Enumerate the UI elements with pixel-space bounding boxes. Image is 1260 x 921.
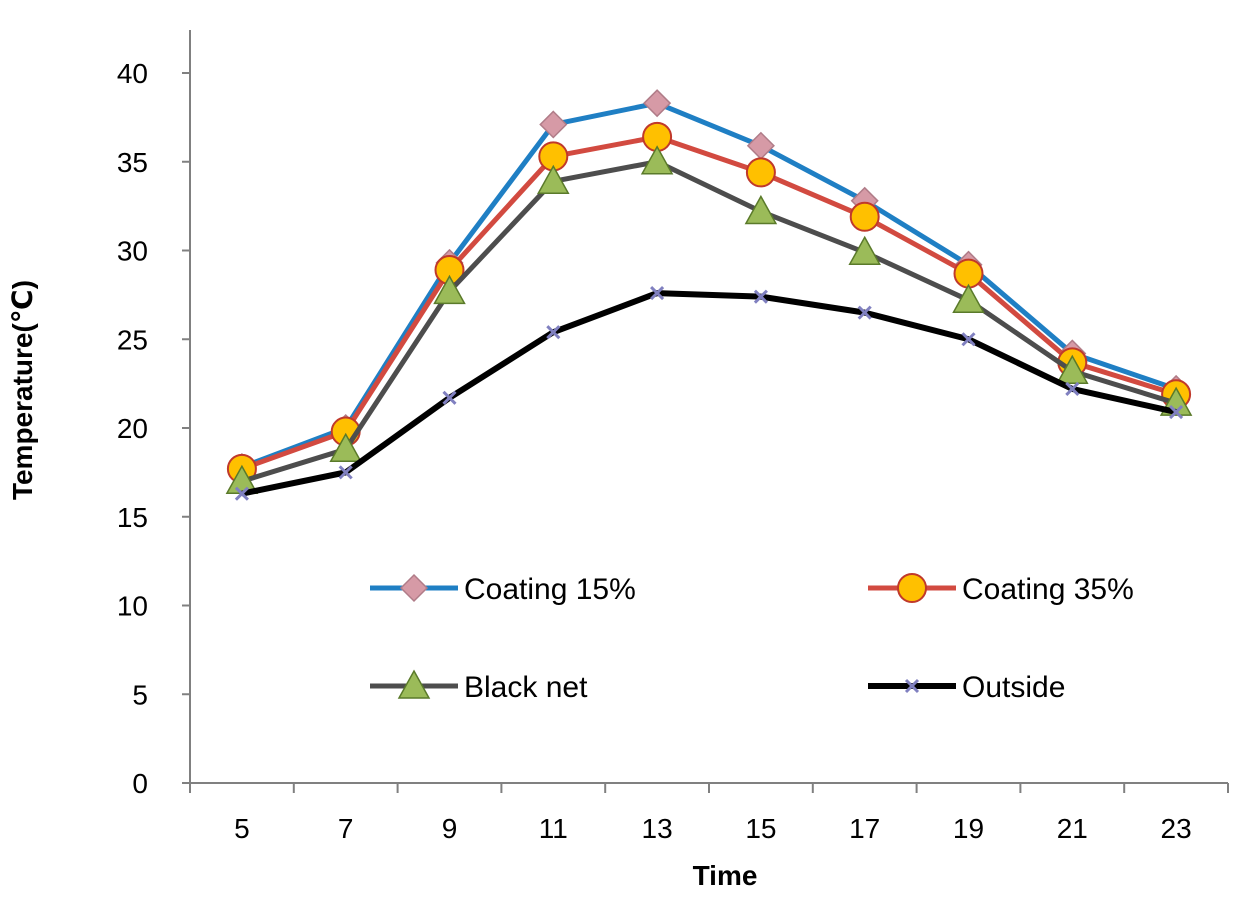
series-black-net <box>225 145 1193 494</box>
series-coating-15- <box>227 89 1191 482</box>
y-tick-label: 30 <box>117 236 148 267</box>
data-point <box>546 325 561 340</box>
legend-item: Coating 15% <box>370 573 636 606</box>
series-line <box>241 134 1177 472</box>
data-point <box>537 164 570 195</box>
x-tick-label: 21 <box>1057 813 1088 844</box>
legend: Coating 15% Coating 35% Black net Outside <box>370 573 1134 704</box>
data-point <box>744 194 778 225</box>
x-tick-label: 23 <box>1161 813 1192 844</box>
series-lines <box>225 89 1193 501</box>
data-point <box>849 201 880 232</box>
series-coating-35- <box>226 121 1192 484</box>
legend-marker <box>897 573 927 603</box>
data-point <box>338 465 353 480</box>
y-tick-label: 40 <box>117 58 148 89</box>
legend-marker <box>399 573 429 603</box>
legend-label: Coating 35% <box>962 573 1134 606</box>
legend-label: Black net <box>464 671 588 704</box>
y-tick-label: 15 <box>117 502 148 533</box>
x-marker-stroke <box>1169 404 1184 420</box>
y-tick-label: 25 <box>117 324 148 355</box>
y-tick-label: 5 <box>132 679 148 710</box>
legend-label: Outside <box>962 671 1065 704</box>
x-tick-label: 15 <box>745 813 776 844</box>
x-marker-stroke <box>1065 381 1080 397</box>
x-tick-label: 11 <box>539 813 568 844</box>
data-point <box>1056 354 1089 384</box>
series-line <box>241 159 1177 484</box>
x-tick-label: 9 <box>442 813 458 844</box>
x-tick-label: 19 <box>953 813 984 844</box>
data-point <box>753 289 768 304</box>
axes: 0 5 10 15 20 25 30 35 40 5 7 9 11 13 15 17 19 21 23 <box>117 30 1229 844</box>
data-point <box>442 390 457 405</box>
data-point <box>848 235 881 266</box>
legend-item: Black net <box>370 669 588 704</box>
data-point <box>857 305 872 320</box>
x-marker-stroke <box>650 286 665 301</box>
data-point <box>746 131 775 160</box>
data-point <box>433 274 466 305</box>
legend-marker <box>904 678 920 694</box>
data-point <box>952 283 985 313</box>
x-tick-label: 17 <box>849 813 880 844</box>
data-point <box>1065 381 1080 397</box>
x-tick-label: 5 <box>234 813 250 844</box>
x-marker-stroke <box>546 325 561 340</box>
x-axis-title: Time <box>693 860 758 891</box>
x-marker-stroke <box>857 305 872 320</box>
data-point <box>234 486 249 501</box>
x-marker-stroke <box>904 678 920 694</box>
y-tick-label: 20 <box>117 413 148 444</box>
data-point <box>329 432 362 463</box>
legend-item: Outside <box>868 671 1065 704</box>
data-point <box>643 89 672 118</box>
data-point <box>1169 404 1184 420</box>
legend-item: Coating 35% <box>868 573 1134 606</box>
y-tick-label: 0 <box>132 768 148 799</box>
x-tick-label: 7 <box>338 813 354 844</box>
data-point <box>961 332 976 347</box>
x-marker-stroke <box>442 390 457 405</box>
x-marker-stroke <box>234 486 249 501</box>
series-outside <box>234 286 1184 501</box>
series-line <box>241 100 1177 470</box>
data-point <box>650 286 665 301</box>
data-point <box>745 157 776 188</box>
data-point <box>953 258 984 289</box>
y-tick-label: 10 <box>117 591 148 622</box>
x-marker-stroke <box>961 332 976 347</box>
data-point <box>640 145 674 175</box>
x-marker-stroke <box>753 289 768 304</box>
data-point <box>539 110 568 139</box>
y-tick-label: 35 <box>117 147 148 178</box>
legend-label: Coating 15% <box>464 573 636 606</box>
y-axis-title: Temperature(℃) <box>7 280 38 500</box>
x-tick-label: 13 <box>642 813 673 844</box>
series-line <box>241 290 1177 497</box>
legend-marker <box>397 669 431 699</box>
x-marker-stroke <box>338 465 353 480</box>
